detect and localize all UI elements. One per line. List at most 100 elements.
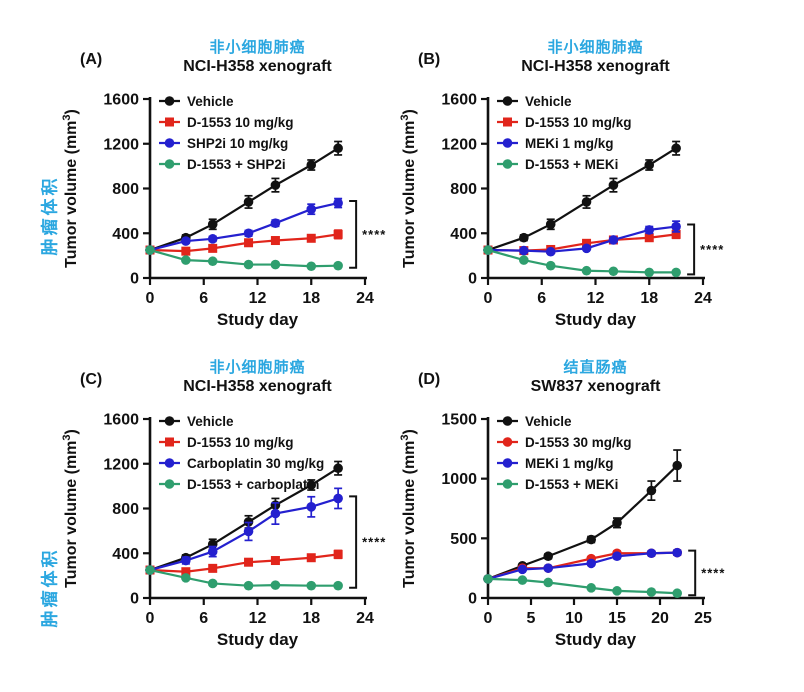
x-tick-label: 20 — [651, 610, 669, 627]
data-point-marker — [270, 508, 281, 519]
data-point-marker — [582, 238, 592, 248]
data-point-marker — [270, 236, 280, 246]
data-point-marker — [333, 463, 343, 474]
x-tick-label: 24 — [694, 290, 712, 307]
data-point-marker — [612, 518, 622, 528]
data-point-marker — [671, 221, 681, 232]
data-point-marker — [306, 480, 317, 490]
panel-b: (B) 非小细胞肺癌 NCI-H358 xenograft 0 400 800 120… — [398, 35, 758, 345]
data-point-marker — [207, 578, 218, 589]
data-point-marker — [543, 577, 553, 588]
data-point-marker — [164, 458, 175, 468]
data-point-marker — [586, 583, 596, 593]
y-tick-label: 0 — [468, 591, 477, 608]
data-point-marker — [612, 551, 622, 562]
x-tick-label: 0 — [484, 290, 493, 307]
panel-b-chart: 0 400 800 1200 1600 0 6 12 18 24 Study day Tumor vo… — [399, 92, 723, 330]
x-tick-label: 18 — [640, 290, 658, 307]
series-3 — [145, 245, 343, 272]
legend-label: MEKi 1 mg/kg — [525, 136, 614, 151]
data-point-marker — [208, 243, 218, 253]
y-tick-label: 1200 — [441, 136, 477, 153]
data-point-marker — [165, 437, 174, 447]
y-axis-title: Tumor volume (mm3) — [61, 429, 80, 588]
data-point-marker — [164, 479, 175, 489]
data-point-marker — [306, 233, 316, 243]
panel-d: (D) 结直肠癌 SW837 xenograft 0 500 1000 1500 0 5 1… — [398, 355, 758, 665]
x-tick-label: 18 — [302, 610, 320, 627]
data-point-marker — [612, 586, 622, 596]
x-axis-title: Study day — [555, 310, 637, 329]
data-point-marker — [164, 96, 175, 106]
data-point-marker — [543, 563, 553, 573]
data-point-marker — [207, 256, 218, 267]
data-point-marker — [207, 546, 218, 557]
y-tick-label: 800 — [112, 501, 139, 518]
data-point-marker — [181, 236, 191, 246]
data-point-marker — [164, 159, 175, 169]
data-point-marker — [608, 235, 619, 245]
panel-c-subtitle: NCI-H358 xenograft — [183, 378, 332, 395]
data-point-marker — [333, 229, 343, 239]
data-point-marker — [181, 573, 191, 583]
data-point-marker — [145, 245, 155, 255]
y-tick-label: 500 — [450, 531, 477, 548]
data-point-marker — [581, 197, 592, 207]
legend-label: D-1553 + SHP2i — [187, 157, 286, 172]
x-tick-label: 24 — [356, 290, 374, 307]
panel-b-title-cn: 非小细胞肺癌 — [547, 39, 644, 56]
data-point-marker — [644, 160, 655, 170]
data-point-marker — [270, 218, 281, 228]
data-point-marker — [164, 416, 175, 426]
legend-label: SHP2i 10 mg/kg — [187, 136, 288, 151]
y-tick-label: 400 — [112, 546, 139, 563]
data-point-marker — [165, 117, 174, 127]
data-point-marker — [671, 267, 681, 278]
y-tick-label: 1000 — [441, 471, 477, 488]
legend-label: Vehicle — [187, 94, 234, 109]
panel-c: (C) 非小细胞肺癌 NCI-H358 xenograft 0 400 800 120… — [60, 355, 420, 665]
data-point-marker — [586, 534, 596, 545]
data-point-marker — [207, 234, 218, 244]
data-point-marker — [502, 416, 513, 426]
data-point-marker — [644, 225, 655, 235]
panel-d-subtitle: SW837 xenograft — [530, 378, 661, 395]
panel-a-letter: (A) — [80, 51, 103, 68]
panel-a-title-cn: 非小细胞肺癌 — [209, 39, 306, 56]
significance-bracket — [687, 223, 696, 276]
data-point-marker — [519, 255, 529, 265]
x-tick-label: 12 — [587, 290, 605, 307]
data-point-marker — [181, 246, 191, 256]
data-point-marker — [145, 565, 155, 575]
legend-label: Vehicle — [187, 414, 234, 429]
data-point-marker — [333, 143, 343, 154]
panel-d-letter: (D) — [418, 371, 441, 388]
x-tick-label: 18 — [302, 290, 320, 307]
legend-label: MEKi 1 mg/kg — [525, 456, 614, 471]
data-point-marker — [672, 547, 682, 558]
data-point-marker — [671, 229, 681, 239]
data-point-marker — [243, 526, 254, 537]
significance-bracket — [349, 200, 358, 269]
data-point-marker — [181, 555, 191, 566]
x-tick-label: 5 — [527, 610, 536, 627]
data-point-marker — [306, 580, 317, 591]
y-tick-label: 1200 — [103, 136, 139, 153]
series-3 — [145, 565, 343, 591]
data-point-marker — [671, 143, 681, 154]
side-label-tumor-volume-top: 肿瘤体积 — [40, 175, 60, 256]
x-axis-title: Study day — [555, 630, 637, 649]
legend-label: Vehicle — [525, 94, 572, 109]
y-tick-label: 400 — [450, 226, 477, 243]
y-tick-label: 0 — [130, 591, 139, 608]
x-tick-label: 10 — [565, 610, 583, 627]
y-tick-label: 0 — [468, 271, 477, 288]
legend: Vehicle D-1553 10 mg/kg Carboplatin 30 mg/… — [159, 414, 324, 492]
data-point-marker — [306, 261, 317, 272]
x-axis-title: Study day — [217, 310, 299, 329]
panel-b-subtitle: NCI-H358 xenograft — [521, 58, 670, 75]
x-tick-label: 25 — [694, 610, 712, 627]
y-tick-label: 1600 — [103, 92, 139, 109]
data-point-marker — [545, 219, 556, 230]
